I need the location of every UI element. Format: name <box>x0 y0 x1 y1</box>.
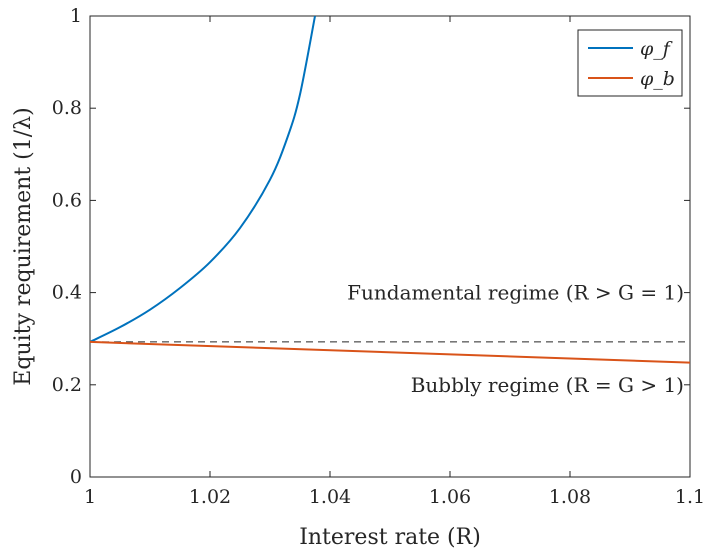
y-tick-label: 0 <box>70 466 82 488</box>
legend-box <box>577 29 683 97</box>
y-axis-label: Equity requirement (1/λ) <box>11 107 36 385</box>
series-line-phi-f <box>90 16 316 343</box>
legend-label: φ_b <box>640 68 675 90</box>
y-tick-label: 1 <box>70 5 82 27</box>
plot-frame <box>89 15 691 478</box>
y-tick-label: 0.4 <box>52 282 82 304</box>
x-tick-label: 1.1 <box>675 486 705 508</box>
annotation-bubbly-regime: Bubbly regime (R = G > 1) <box>411 373 684 397</box>
x-tick-label: 1.08 <box>549 486 591 508</box>
x-tick-label: 1.02 <box>189 486 231 508</box>
legend-label: φ_f <box>640 38 673 60</box>
series-line-phi-b <box>90 340 690 364</box>
x-tick-label: 1.04 <box>309 486 351 508</box>
y-tick-label: 0.6 <box>52 189 82 211</box>
legend: φ_f φ_b <box>577 29 683 97</box>
annotation-fundamental-regime: Fundamental regime (R > G = 1) <box>347 281 684 305</box>
y-tick-label: 0.2 <box>52 374 82 396</box>
x-axis-label: Interest rate (R) <box>299 525 481 550</box>
x-tick-label: 1 <box>84 486 96 508</box>
x-tick-label: 1.06 <box>429 486 471 508</box>
y-tick-label: 0.8 <box>52 97 82 119</box>
